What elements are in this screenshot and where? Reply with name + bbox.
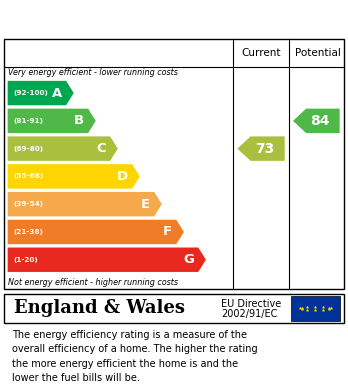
- Polygon shape: [293, 109, 340, 133]
- Bar: [4, 294, 344, 323]
- Text: England & Wales: England & Wales: [14, 300, 185, 317]
- Polygon shape: [8, 220, 184, 244]
- Text: 84: 84: [310, 114, 330, 128]
- Polygon shape: [237, 136, 285, 161]
- Text: (81-91): (81-91): [13, 118, 43, 124]
- Text: (69-80): (69-80): [13, 145, 43, 152]
- Text: A: A: [52, 86, 62, 100]
- Text: The energy efficiency rating is a measure of the
overall efficiency of a home. T: The energy efficiency rating is a measur…: [12, 330, 258, 383]
- Text: (1-20): (1-20): [13, 257, 38, 263]
- Text: Very energy efficient - lower running costs: Very energy efficient - lower running co…: [8, 68, 177, 77]
- Text: 2002/91/EC: 2002/91/EC: [221, 309, 277, 319]
- Text: E: E: [141, 198, 150, 211]
- Polygon shape: [8, 164, 140, 188]
- Text: (92-100): (92-100): [13, 90, 48, 96]
- Polygon shape: [8, 109, 96, 133]
- Text: B: B: [74, 114, 84, 127]
- Bar: [291, 296, 340, 321]
- Text: D: D: [117, 170, 128, 183]
- Text: (39-54): (39-54): [13, 201, 43, 207]
- Polygon shape: [8, 81, 74, 105]
- Text: EU Directive: EU Directive: [221, 299, 281, 308]
- Text: C: C: [96, 142, 106, 155]
- Text: Current: Current: [241, 48, 281, 58]
- Polygon shape: [8, 192, 162, 216]
- Text: 73: 73: [255, 142, 274, 156]
- Polygon shape: [8, 136, 118, 161]
- Polygon shape: [8, 248, 206, 272]
- Text: F: F: [163, 226, 172, 239]
- Text: (55-68): (55-68): [13, 173, 43, 179]
- Text: (21-38): (21-38): [13, 229, 43, 235]
- Text: Potential: Potential: [295, 48, 341, 58]
- Text: Energy Efficiency Rating: Energy Efficiency Rating: [9, 11, 229, 26]
- Text: Not energy efficient - higher running costs: Not energy efficient - higher running co…: [8, 278, 178, 287]
- Text: G: G: [183, 253, 194, 266]
